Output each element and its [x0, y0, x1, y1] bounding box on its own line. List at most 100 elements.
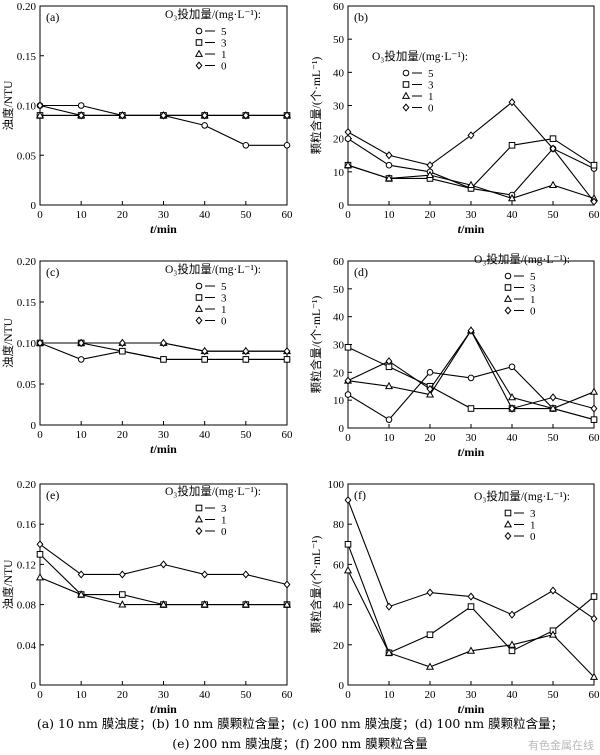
data-point	[201, 356, 208, 363]
legend-marker	[195, 39, 203, 46]
legend: O₃投加量/(mg·L⁻¹): 310	[165, 484, 261, 538]
x-tick-label: 0	[345, 209, 351, 221]
legend-marker	[195, 316, 203, 325]
data-point	[385, 161, 393, 169]
data-point	[466, 180, 476, 188]
legend-entry-label: 1	[530, 520, 536, 532]
y-tick-label: 0.05	[17, 379, 37, 391]
x-tick-label: 30	[158, 429, 170, 441]
y-axis-label: 浊度/NTU	[1, 317, 15, 368]
x-tick-label: 10	[384, 689, 396, 701]
y-tick-label: 100	[328, 479, 345, 491]
series-triangle	[343, 565, 599, 680]
series-diamond	[344, 98, 598, 206]
data-point	[242, 356, 250, 363]
legend-entry-label: 0	[221, 316, 227, 328]
y-tick-label: 20	[333, 367, 345, 379]
x-tick-label: 10	[384, 209, 396, 221]
data-point	[590, 197, 598, 206]
x-tick-label: 60	[282, 689, 294, 701]
series-line	[347, 329, 595, 410]
series-circle	[36, 102, 291, 149]
x-tick-label: 20	[117, 209, 129, 221]
data-point	[426, 588, 434, 597]
y-tick-label: 20	[333, 640, 345, 652]
legend-title: O₃投加量/(mg·L⁻¹):	[165, 262, 261, 276]
x-axis-label: t/min	[150, 702, 177, 716]
y-tick-label: 60	[333, 256, 345, 268]
data-point	[159, 600, 168, 608]
data-point	[36, 551, 44, 558]
y-tick-label: 0.20	[17, 1, 37, 13]
data-point	[344, 135, 352, 142]
x-tick-label: 20	[117, 429, 129, 441]
y-tick-label: 0	[31, 420, 37, 432]
y-tick-label: 10	[333, 395, 345, 407]
y-tick-label: 0.12	[17, 559, 36, 571]
y-tick-label: 60	[333, 559, 345, 571]
data-point	[160, 560, 167, 569]
panel-label: (f)	[354, 488, 366, 502]
legend-entry-label: 5	[221, 281, 227, 293]
data-point	[118, 338, 126, 348]
panel-label: (d)	[354, 265, 368, 279]
data-point	[508, 363, 516, 371]
y-tick-label: 0	[339, 423, 345, 435]
x-tick-label: 50	[240, 689, 252, 701]
series-diamond	[36, 540, 291, 589]
series-square	[36, 551, 291, 608]
x-tick-label: 0	[37, 209, 43, 221]
y-tick-label: 0.16	[17, 519, 37, 531]
legend-entry-label: 3	[221, 38, 227, 50]
caption-line-2: (e) 200 nm 膜浊度；(f) 200 nm 膜颗粒含量	[172, 736, 428, 751]
series-diamond	[36, 338, 291, 356]
data-point	[160, 111, 167, 120]
y-tick-label: 80	[333, 519, 345, 531]
x-tick-label: 20	[117, 689, 129, 701]
data-point	[508, 142, 516, 149]
data-point	[201, 122, 208, 129]
y-tick-label: 0	[31, 200, 37, 212]
x-tick-label: 40	[199, 429, 211, 441]
data-point	[242, 142, 250, 149]
data-point	[548, 404, 558, 412]
data-point	[385, 151, 393, 160]
data-point	[467, 603, 475, 610]
legend-entry-label: 0	[530, 531, 536, 543]
legend-marker	[195, 526, 203, 536]
x-tick-label: 40	[507, 689, 519, 701]
x-axis-label: t/min	[458, 222, 485, 236]
data-point	[425, 662, 435, 670]
x-tick-label: 50	[548, 209, 560, 221]
data-point	[282, 600, 292, 608]
y-tick-label: 60	[333, 1, 345, 13]
data-point	[35, 573, 45, 581]
data-point	[467, 405, 475, 412]
x-tick-label: 30	[158, 689, 170, 701]
legend-entry-label: 0	[221, 61, 227, 73]
y-axis-label: 颗粒含量/(个·mL⁻¹)	[309, 535, 323, 633]
legend-marker	[402, 103, 410, 112]
data-point	[242, 347, 250, 356]
data-point	[343, 160, 353, 169]
y-tick-label: 10	[333, 167, 345, 179]
figure-caption: (a) 10 nm 膜浊度；(b) 10 nm 膜颗粒含量；(c) 100 nm…	[0, 714, 600, 754]
x-tick-label: 30	[466, 432, 478, 444]
data-point	[426, 631, 434, 639]
y-axis-label: 浊度/NTU	[1, 559, 15, 610]
data-point	[467, 374, 475, 382]
data-point	[344, 496, 352, 505]
y-tick-label: 50	[333, 34, 345, 46]
data-point	[385, 416, 393, 423]
data-point	[508, 98, 516, 107]
data-point	[590, 416, 598, 423]
panel-label: (a)	[46, 10, 59, 24]
x-tick-label: 60	[589, 432, 600, 444]
data-point	[36, 540, 44, 549]
y-tick-label: 0.08	[17, 600, 37, 612]
data-point	[549, 144, 557, 153]
data-point	[118, 600, 127, 608]
